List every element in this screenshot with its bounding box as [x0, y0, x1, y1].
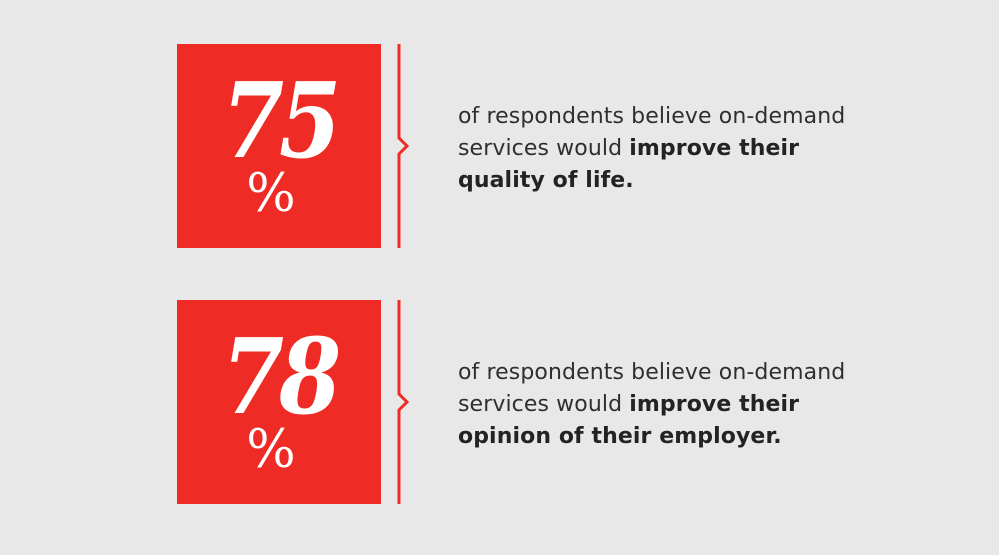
stat-number: 75 [221, 59, 341, 182]
stat-number-box: 75 % [177, 44, 381, 248]
stat-description-line-3: opinion of their employer. [458, 421, 898, 453]
stat-description-bold-text: quality of life. [458, 168, 634, 193]
bracket-divider [397, 44, 410, 248]
stat-description-regular-text: services would [458, 392, 630, 417]
stat-description-line-1: of respondents believe on-demand [458, 360, 846, 385]
stat-description-line-1: of respondents believe on-demand [458, 104, 846, 129]
stat-block-employer-opinion: 78 % of respondents believe on-demand se… [0, 300, 999, 504]
stat-description: of respondents believe on-demand service… [458, 357, 898, 453]
stat-description-bold-text: opinion of their employer. [458, 424, 782, 449]
stat-description: of respondents believe on-demand service… [458, 101, 898, 197]
stat-description-bold-text: improve their [629, 392, 800, 417]
stat-description-bold-text: improve their [629, 136, 800, 161]
bracket-divider [397, 300, 410, 504]
stat-percent-sign: % [246, 420, 296, 480]
stat-number-box: 78 % [177, 300, 381, 504]
stat-number: 78 [221, 315, 341, 438]
stat-percent-sign: % [246, 164, 296, 224]
stat-description-line-2: services would improve their [458, 133, 898, 165]
stat-description-regular-text: services would [458, 136, 630, 161]
stat-description-line-2: services would improve their [458, 389, 898, 421]
stat-description-line-3: quality of life. [458, 165, 898, 197]
stat-block-quality-of-life: 75 % of respondents believe on-demand se… [0, 44, 999, 248]
